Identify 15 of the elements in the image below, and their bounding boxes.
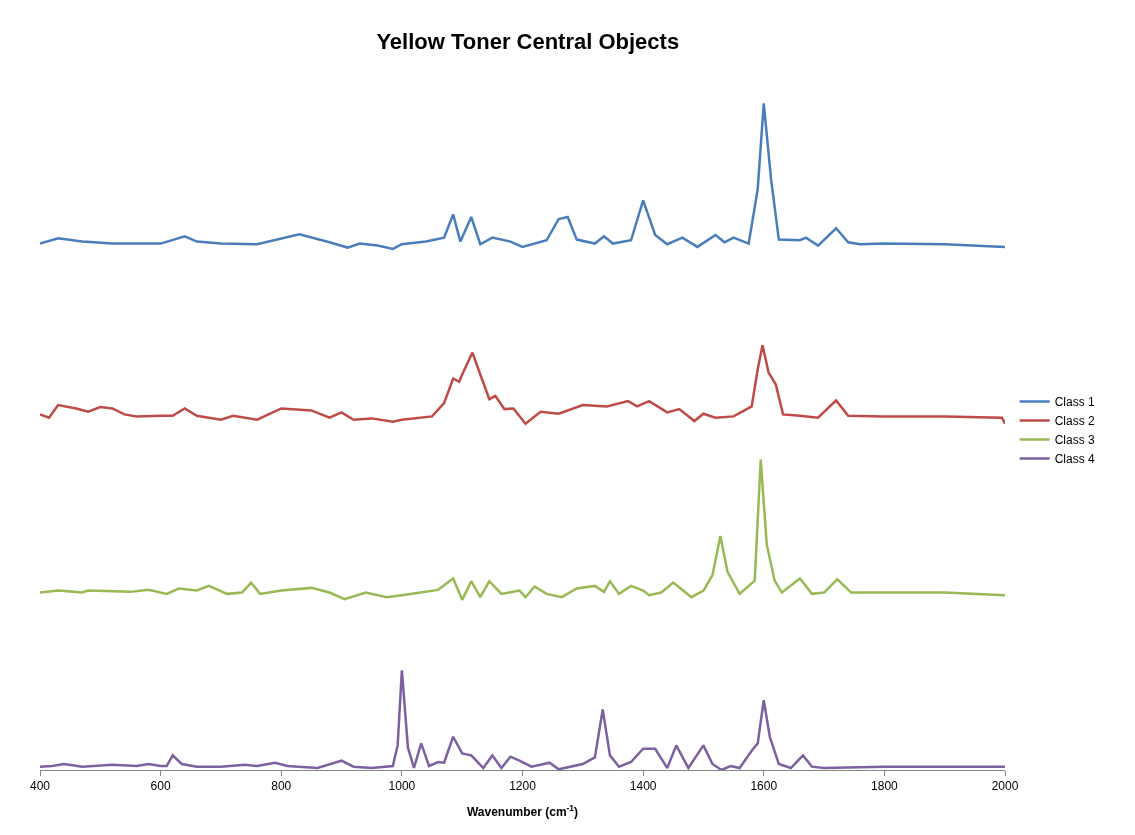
legend-label: Class 3 xyxy=(1054,433,1095,448)
legend-label: Class 1 xyxy=(1054,395,1095,410)
x-tick-label: 1600 xyxy=(750,779,778,794)
x-tick-label: 600 xyxy=(150,779,171,794)
legend-label: Class 4 xyxy=(1054,452,1095,467)
x-tick-label: 2000 xyxy=(991,779,1019,794)
x-tick-label: 1200 xyxy=(509,779,537,794)
legend-label: Class 2 xyxy=(1054,414,1095,429)
x-tick-label: 1400 xyxy=(629,779,657,794)
chart-title: Yellow Toner Central Objects xyxy=(376,28,680,54)
x-tick-label: 400 xyxy=(29,779,51,794)
x-tick-label: 1800 xyxy=(871,779,899,794)
x-axis-title: Wavenumber (cm$^{-1}$) xyxy=(466,803,579,820)
x-tick-label: 800 xyxy=(271,779,292,794)
x-tick-label: 1000 xyxy=(388,779,416,794)
